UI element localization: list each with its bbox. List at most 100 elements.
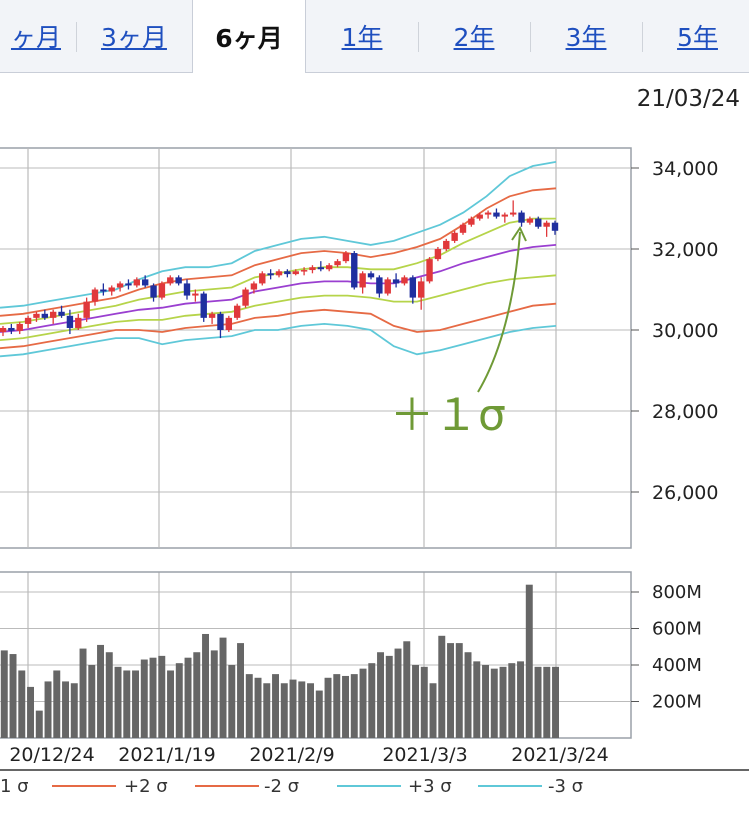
- volume-bar: [447, 643, 454, 738]
- price-grid: [0, 147, 632, 738]
- legend: 1 σ +2 σ -2 σ +3 σ -3 σ: [0, 769, 749, 797]
- volume-bar: [272, 674, 279, 738]
- tab-3-months[interactable]: 3ヶ月: [101, 23, 167, 52]
- candle-body: [409, 277, 417, 298]
- volume-bar: [464, 652, 472, 738]
- candle-body: [309, 267, 316, 271]
- candle-body: [367, 273, 375, 278]
- volume-bar: [543, 666, 551, 738]
- volume-bar: [280, 683, 288, 738]
- volume-tick-label: 200M: [652, 692, 702, 713]
- price-tick-label: 26,000: [652, 482, 718, 504]
- candle-body: [535, 218, 542, 227]
- volume-bar: [79, 648, 87, 738]
- date-tick-label: 2021/3/3: [382, 744, 467, 766]
- tab-5-years[interactable]: 5年: [677, 23, 718, 52]
- annotation-arrowhead: [511, 225, 527, 242]
- volume-bar: [158, 655, 166, 738]
- candlesticks: [0, 200, 559, 339]
- volume-bar: [534, 666, 542, 738]
- volume-bar: [403, 641, 411, 738]
- date-tick-label: 2021/3/24: [511, 744, 608, 766]
- volume-bar: [97, 644, 104, 738]
- candle-body: [401, 277, 408, 284]
- volume-bar: [88, 665, 96, 738]
- candle-body: [259, 273, 266, 284]
- candle-body: [0, 327, 7, 333]
- tab-3-years[interactable]: 3年: [565, 23, 607, 52]
- volume-bar: [508, 663, 516, 738]
- candle-body: [300, 270, 308, 272]
- candle-body: [334, 261, 341, 266]
- band-line: [0, 217, 556, 325]
- volume-bar: [368, 663, 376, 738]
- candle-body: [167, 277, 174, 284]
- volume-bar: [412, 665, 419, 738]
- candle-body: [58, 311, 65, 316]
- volume-bar: [132, 670, 139, 738]
- candle-body: [342, 253, 350, 262]
- candle-body: [242, 289, 249, 306]
- candle-body: [493, 212, 500, 217]
- tab-6-months[interactable]: 6ヶ月: [192, 0, 306, 73]
- candle-body: [459, 224, 467, 233]
- candle-body: [83, 301, 90, 318]
- volume-bar: [9, 654, 17, 738]
- candle-body: [175, 277, 182, 284]
- candle-body: [41, 313, 49, 318]
- band-line: [0, 302, 557, 350]
- price-axis-ticks: 34,000 32,000 30,000 28,000 26,000: [631, 158, 718, 504]
- volume-bar: [237, 643, 244, 738]
- legend-label: 1 σ: [0, 776, 29, 797]
- tab-2-years[interactable]: 2年: [453, 23, 495, 52]
- candle-body: [476, 214, 483, 219]
- candle-body: [24, 317, 32, 324]
- date-tick-label: 2021/1/19: [118, 744, 215, 766]
- candle-body: [33, 313, 40, 318]
- candle-body: [108, 287, 115, 292]
- volume-bar: [18, 670, 26, 738]
- tab-months-partial[interactable]: ヶ月: [10, 23, 61, 52]
- volume-tick-label: 800M: [652, 582, 702, 603]
- volume-bar: [184, 657, 192, 738]
- volume-bar: [62, 681, 69, 738]
- band-line: [0, 161, 557, 309]
- candle-body: [208, 313, 216, 318]
- candle-body: [233, 305, 241, 318]
- candle-body: [376, 277, 383, 294]
- volume-bar: [490, 668, 498, 738]
- candle-body: [384, 279, 391, 294]
- volume-bar: [517, 661, 524, 738]
- volume-bar: [482, 665, 489, 738]
- period-tabs: ヶ月 3ヶ月 6ヶ月 1年 2年 3年 5年: [0, 0, 749, 73]
- candle-body: [443, 240, 450, 249]
- volume-bar: [525, 584, 533, 738]
- legend-label: -3 σ: [548, 776, 583, 797]
- volume-bar: [438, 635, 446, 738]
- tab-1-year[interactable]: 1年: [341, 23, 383, 52]
- candle-body: [225, 317, 233, 330]
- legend-label: +2 σ: [124, 776, 168, 797]
- volume-bar: [298, 681, 306, 738]
- tab-separator: [642, 22, 643, 52]
- price-tick-label: 30,000: [652, 320, 718, 342]
- candle-body: [526, 218, 534, 223]
- volume-bar: [263, 683, 271, 738]
- candle-body: [518, 212, 525, 223]
- volume-bar: [359, 668, 367, 738]
- volume-bar: [377, 652, 384, 738]
- candle-body: [325, 265, 333, 270]
- price-tick-label: 32,000: [652, 239, 718, 261]
- volume-bar: [429, 683, 437, 738]
- volume-bar: [289, 679, 297, 738]
- volume-bar: [307, 683, 314, 738]
- candle-body: [468, 218, 475, 225]
- volume-bar: [245, 674, 253, 738]
- band-line: [0, 244, 557, 333]
- volume-bar: [193, 652, 201, 738]
- candle-body: [100, 289, 107, 292]
- volume-bar: [552, 666, 559, 738]
- band-line: [0, 187, 557, 317]
- candle-body: [417, 281, 425, 298]
